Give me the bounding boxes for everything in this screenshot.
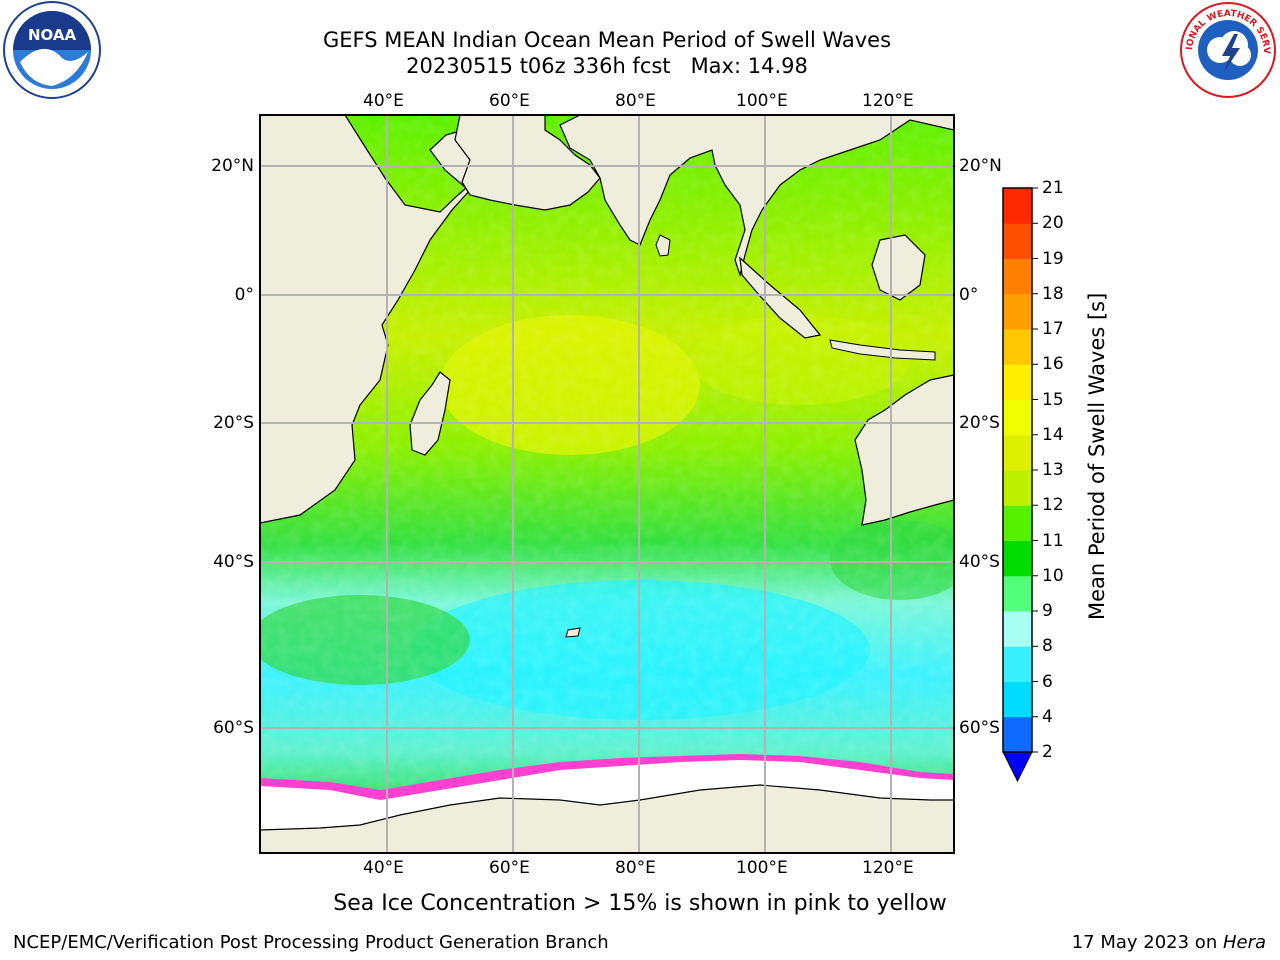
- lat-label-left: 20°S: [213, 413, 254, 433]
- arabian-peninsula: [454, 115, 601, 211]
- lat-label-right: 20°S: [959, 413, 1000, 433]
- colorbar-segment: [1003, 364, 1032, 400]
- colorbar-segment: [1003, 611, 1032, 647]
- colorbar-tick-label: 6: [1042, 671, 1053, 692]
- colorbar-tick-label: 9: [1042, 601, 1053, 621]
- lon-label-top: 120°E: [862, 91, 914, 111]
- colorbar-segment: [1003, 505, 1032, 541]
- lat-label-right: 20°N: [959, 156, 1002, 176]
- footer-credit: NCEP/EMC/Verification Post Processing Pr…: [13, 932, 609, 953]
- lat-label-right: 0°: [959, 285, 979, 305]
- asia: [559, 115, 954, 278]
- colorbar-segment: [1003, 188, 1032, 224]
- lon-label-top: 40°E: [363, 91, 404, 111]
- colorbar-tick-label: 12: [1042, 495, 1064, 516]
- colorbar-tick-label: 15: [1042, 389, 1064, 410]
- lat-label-right: 60°S: [959, 718, 1000, 738]
- footer-date-text: 17 May 2023 on: [1071, 932, 1223, 953]
- colorbar-extend: [1002, 751, 1033, 783]
- map-frame: [259, 114, 955, 854]
- colorbar-segment: [1003, 716, 1032, 753]
- colorbar-tick-label: 14: [1042, 424, 1064, 445]
- lon-label-bottom: 80°E: [615, 858, 656, 878]
- colorbar-segment: [1003, 470, 1032, 506]
- australia: [854, 374, 954, 526]
- footer-host: Hera: [1222, 932, 1266, 953]
- lon-label-bottom: 100°E: [736, 858, 788, 878]
- colorbar-tick-label: 21: [1042, 178, 1064, 198]
- lat-label-left: 60°S: [213, 718, 254, 738]
- colorbar-segment: [1003, 258, 1032, 295]
- borneo: [871, 234, 926, 301]
- sea-ice-note: Sea Ice Concentration > 15% is shown in …: [333, 891, 947, 916]
- footer-date: 17 May 2023 on Hera: [1072, 932, 1266, 954]
- colorbar-tick-label: 10: [1042, 565, 1064, 586]
- colorbar-tick-label: 18: [1042, 283, 1064, 304]
- lon-label-top: 60°E: [489, 91, 530, 111]
- colorbar-tick-label: 17: [1042, 319, 1064, 339]
- colorbar-tick-label: 2: [1042, 742, 1053, 762]
- map-subtitle: 20230515 t06z 336h fcst Max: 14.98: [406, 54, 808, 78]
- colorbar-segment: [1003, 434, 1032, 471]
- colorbar-segment: [1003, 223, 1032, 259]
- colorbar-segment: [1003, 681, 1032, 718]
- colorbar-tick-label: 13: [1042, 460, 1064, 480]
- colorbar-tick-label: 19: [1042, 248, 1064, 269]
- lon-label-bottom: 40°E: [363, 858, 404, 878]
- colorbar-segment: [1003, 329, 1032, 365]
- lon-label-top: 100°E: [736, 91, 788, 111]
- noaa-logo: NOAA: [2, 0, 102, 100]
- nws-logo: NATIONAL WEATHER SERVICE: [1174, 0, 1278, 100]
- sri-lanka: [655, 234, 671, 257]
- lon-label-bottom: 120°E: [862, 858, 914, 878]
- colorbar: [1002, 187, 1038, 783]
- lat-label-left: 40°S: [213, 552, 254, 572]
- colorbar-segment: [1003, 646, 1032, 682]
- lon-label-top: 80°E: [615, 91, 656, 111]
- lat-label-left: 0°: [234, 285, 254, 305]
- colorbar-tick-label: 11: [1042, 530, 1064, 551]
- colorbar-tick-label: 20: [1042, 213, 1064, 234]
- colorbar-tick-label: 16: [1042, 354, 1064, 375]
- lat-label-left: 20°N: [211, 156, 254, 176]
- colorbar-segment: [1003, 575, 1032, 612]
- colorbar-segment: [1003, 540, 1032, 577]
- colorbar-tick-label: 8: [1042, 636, 1053, 657]
- colorbar-title: Mean Period of Swell Waves [s]: [1085, 292, 1109, 620]
- svg-text:NOAA: NOAA: [28, 26, 77, 44]
- antarctica: [260, 784, 954, 853]
- lon-label-bottom: 60°E: [489, 858, 530, 878]
- colorbar-tick-label: 4: [1042, 706, 1053, 727]
- colorbar-segment: [1003, 293, 1032, 330]
- java: [829, 339, 936, 361]
- graticule: [260, 115, 954, 853]
- kerguelen: [565, 627, 581, 638]
- sumatra: [739, 256, 822, 339]
- colorbar-segment: [1003, 399, 1032, 436]
- madagascar: [409, 371, 451, 456]
- lat-label-right: 40°S: [959, 552, 1000, 572]
- map-title: GEFS MEAN Indian Ocean Mean Period of Sw…: [322, 28, 892, 52]
